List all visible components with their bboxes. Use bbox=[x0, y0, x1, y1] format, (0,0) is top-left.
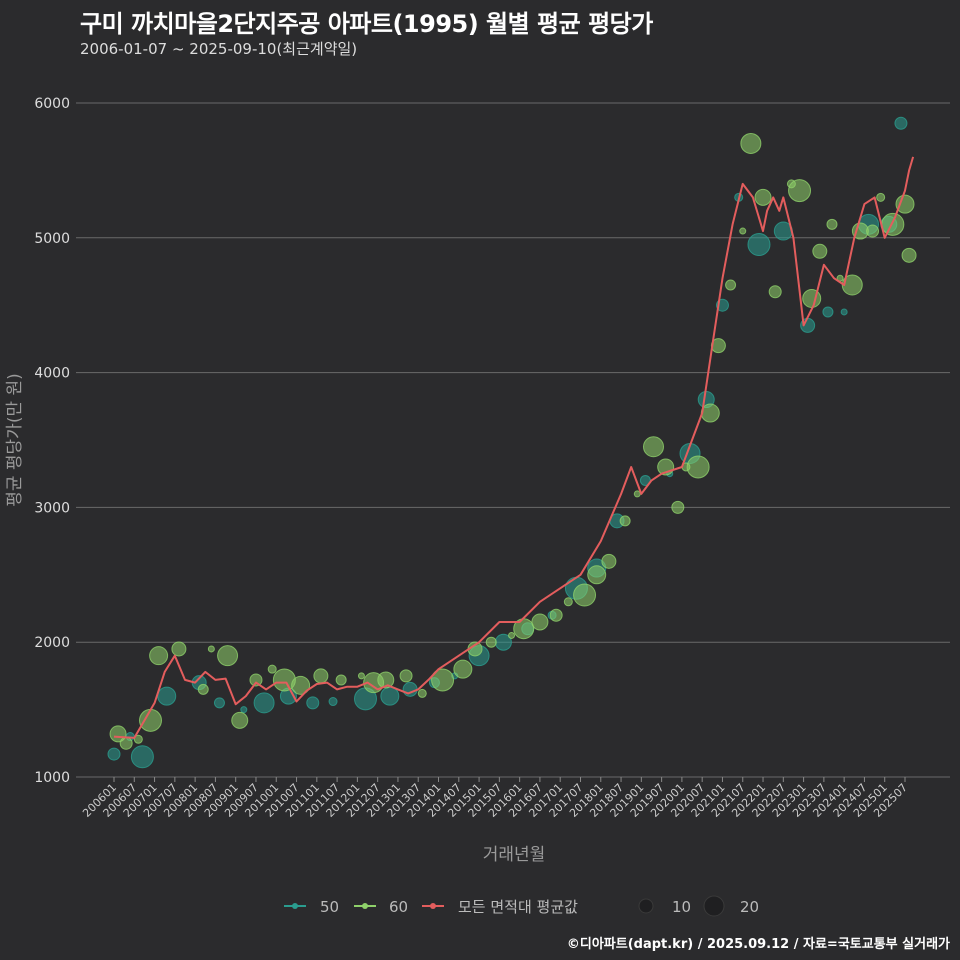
point-area-50 bbox=[822, 306, 834, 318]
legend-50-dot bbox=[292, 903, 298, 909]
legend-avg-dot bbox=[430, 903, 436, 909]
point-area-50 bbox=[840, 308, 848, 316]
point-area-60 bbox=[725, 279, 737, 291]
point-area-50 bbox=[253, 692, 275, 714]
point-area-60 bbox=[866, 224, 880, 238]
point-area-60 bbox=[740, 132, 762, 154]
point-area-60 bbox=[633, 490, 641, 498]
legend-60-label: 60 bbox=[389, 898, 408, 916]
point-area-60 bbox=[171, 641, 187, 657]
point-area-50 bbox=[894, 116, 908, 130]
point-area-60 bbox=[139, 708, 163, 732]
point-area-60 bbox=[431, 668, 455, 692]
point-area-60 bbox=[754, 188, 772, 206]
point-area-50 bbox=[380, 686, 400, 706]
y-tick-label: 3000 bbox=[34, 500, 70, 516]
point-area-50 bbox=[130, 745, 154, 769]
point-area-60 bbox=[826, 218, 838, 230]
point-area-60 bbox=[876, 192, 886, 202]
point-area-50 bbox=[747, 233, 771, 257]
point-area-50 bbox=[240, 706, 248, 714]
point-area-60 bbox=[549, 608, 563, 622]
point-area-60 bbox=[417, 688, 427, 698]
point-area-60 bbox=[881, 212, 905, 236]
point-area-60 bbox=[453, 659, 473, 679]
point-area-50 bbox=[213, 697, 225, 709]
point-area-60 bbox=[197, 683, 209, 695]
point-area-60 bbox=[485, 636, 497, 648]
point-area-60 bbox=[901, 247, 917, 263]
y-axis-ticks: 1000 2000 3000 4000 5000 6000 bbox=[34, 96, 70, 786]
legend-size-10-label: 10 bbox=[672, 898, 691, 916]
point-area-60 bbox=[739, 227, 747, 235]
legend-avg-label: 모든 면적대 평균값 bbox=[458, 898, 578, 916]
y-tick-label: 5000 bbox=[34, 231, 70, 247]
x-axis-label: 거래년월 bbox=[483, 845, 546, 865]
scatter-points bbox=[107, 116, 917, 769]
point-area-60 bbox=[119, 736, 133, 750]
grid-lines bbox=[76, 102, 950, 778]
point-area-60 bbox=[508, 631, 516, 639]
point-area-60 bbox=[563, 597, 573, 607]
point-area-60 bbox=[671, 500, 685, 514]
legend-60-dot bbox=[362, 903, 368, 909]
y-axis-label: 평균 평당가(만 원) bbox=[5, 373, 25, 507]
point-area-60 bbox=[768, 285, 782, 299]
point-area-60 bbox=[377, 671, 395, 689]
legend-50-label: 50 bbox=[320, 898, 339, 916]
point-area-60 bbox=[207, 645, 215, 653]
point-area-60 bbox=[601, 553, 617, 569]
y-tick-label: 2000 bbox=[34, 635, 70, 651]
chart-subtitle: 2006-01-07 ~ 2025-09-10(최근계약일) bbox=[80, 40, 358, 58]
point-area-60 bbox=[399, 669, 413, 683]
point-area-60 bbox=[895, 194, 915, 214]
y-tick-label: 6000 bbox=[34, 96, 70, 112]
point-area-60 bbox=[249, 673, 263, 687]
avg-line-path bbox=[113, 156, 915, 739]
point-area-60 bbox=[531, 613, 549, 631]
point-area-60 bbox=[841, 274, 863, 296]
chart-title: 구미 까치마을2단지주공 아파트(1995) 월별 평균 평당가 bbox=[80, 10, 653, 38]
point-area-50 bbox=[402, 681, 418, 697]
point-area-60 bbox=[291, 675, 311, 695]
legend: 50 60 모든 면적대 평균값 10 20 bbox=[284, 895, 759, 917]
point-area-60 bbox=[335, 674, 347, 686]
point-area-60 bbox=[231, 711, 249, 729]
point-area-60 bbox=[357, 672, 365, 680]
point-area-60 bbox=[619, 515, 631, 527]
point-area-60 bbox=[573, 583, 597, 607]
legend-size-10-dot bbox=[638, 898, 654, 914]
point-area-60 bbox=[133, 734, 143, 744]
point-area-60 bbox=[686, 455, 710, 479]
point-area-50 bbox=[157, 686, 177, 706]
point-area-60 bbox=[313, 668, 329, 684]
point-area-50 bbox=[107, 747, 121, 761]
point-area-60 bbox=[587, 565, 607, 585]
point-area-50 bbox=[328, 697, 338, 707]
average-line bbox=[113, 156, 915, 739]
y-tick-label: 1000 bbox=[34, 770, 70, 786]
legend-size-20-dot bbox=[703, 895, 725, 917]
point-area-60 bbox=[217, 645, 239, 667]
y-tick-label: 4000 bbox=[34, 366, 70, 382]
legend-size-20-label: 20 bbox=[740, 898, 759, 916]
point-area-60 bbox=[643, 436, 665, 458]
point-area-60 bbox=[788, 179, 812, 203]
footer-credit: ©디아파트(dapt.kr) / 2025.09.12 / 자료=국토교통부 실… bbox=[566, 937, 950, 952]
x-axis-ticks: 2006012006072007012007072008012008072009… bbox=[80, 777, 910, 820]
point-area-60 bbox=[149, 646, 169, 666]
point-area-60 bbox=[267, 664, 277, 674]
point-area-50 bbox=[306, 696, 320, 710]
point-area-60 bbox=[812, 243, 828, 259]
